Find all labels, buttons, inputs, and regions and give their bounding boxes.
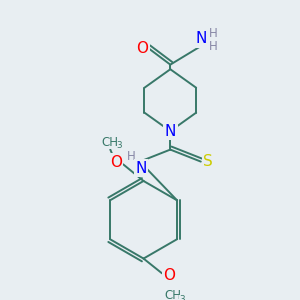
Text: O: O — [110, 155, 122, 170]
Text: CH: CH — [102, 136, 119, 149]
Text: O: O — [136, 40, 148, 56]
Text: H: H — [127, 151, 136, 164]
Text: 3: 3 — [179, 295, 185, 300]
Text: CH: CH — [165, 289, 182, 300]
Text: 3: 3 — [117, 141, 122, 150]
Text: N: N — [165, 124, 176, 139]
Text: N: N — [135, 160, 146, 175]
Text: O: O — [164, 268, 175, 283]
Text: H: H — [208, 27, 217, 40]
Text: N: N — [195, 31, 206, 46]
Text: H: H — [208, 40, 217, 53]
Text: S: S — [203, 154, 213, 169]
